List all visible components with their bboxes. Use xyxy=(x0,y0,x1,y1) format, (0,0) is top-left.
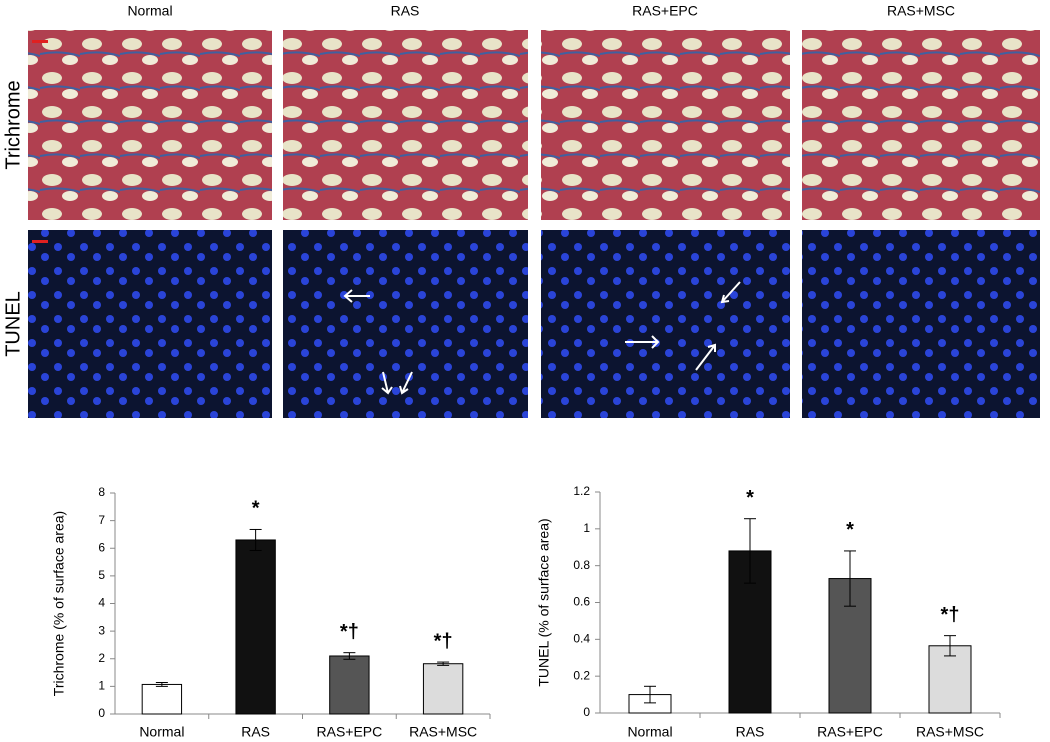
micrograph xyxy=(802,230,1040,418)
x-tick-label: RAS+MSC xyxy=(916,724,984,740)
column-label: Normal xyxy=(127,3,172,19)
scale-bar xyxy=(32,240,48,243)
bar xyxy=(235,539,276,715)
row-label: Trichrome xyxy=(2,80,24,169)
annotation: * xyxy=(746,487,754,509)
bar xyxy=(422,663,464,715)
x-tick-label: RAS+MSC xyxy=(409,724,477,740)
annotation: * xyxy=(846,519,854,541)
y-tick-label: 1 xyxy=(98,679,105,693)
bar xyxy=(928,645,972,714)
bar xyxy=(329,655,370,715)
x-tick-label: RAS+EPC xyxy=(817,724,883,740)
column-label: RAS+EPC xyxy=(632,3,698,19)
scale-bar xyxy=(32,40,48,43)
x-tick-label: RAS+EPC xyxy=(317,724,383,740)
annotation: *† xyxy=(941,604,960,626)
micrograph xyxy=(28,230,272,418)
y-tick-label: 0 xyxy=(583,705,590,719)
y-tick-label: 6 xyxy=(98,540,105,554)
y-tick-label: 2 xyxy=(98,651,105,665)
column-label: RAS+MSC xyxy=(887,3,955,19)
y-tick-label: 1.2 xyxy=(573,484,590,498)
y-axis-label: TUNEL (% of surface area) xyxy=(536,518,552,686)
y-tick-label: 0 xyxy=(98,706,105,720)
column-label: RAS xyxy=(391,3,420,19)
annotation: * xyxy=(252,498,260,520)
arrows xyxy=(343,281,741,395)
annotation: *† xyxy=(434,630,453,652)
x-tick-label: RAS xyxy=(736,724,765,740)
y-tick-label: 0.2 xyxy=(573,668,590,682)
annotation: *† xyxy=(340,621,359,643)
y-tick-label: 8 xyxy=(98,485,105,499)
y-tick-label: 5 xyxy=(98,568,105,582)
micrograph xyxy=(28,30,272,220)
y-axis-label: Trichrome (% of surface area) xyxy=(51,511,67,696)
x-tick-label: RAS xyxy=(241,724,270,740)
y-tick-label: 0.6 xyxy=(573,595,590,609)
micrograph xyxy=(283,30,528,220)
x-tick-label: Normal xyxy=(627,724,672,740)
y-tick-label: 3 xyxy=(98,623,105,637)
y-tick-label: 1 xyxy=(583,521,590,535)
micrograph xyxy=(541,30,790,220)
y-tick-label: 0.4 xyxy=(573,632,590,646)
micrograph xyxy=(802,30,1040,220)
x-tick-label: Normal xyxy=(139,724,184,740)
y-tick-label: 4 xyxy=(98,596,105,610)
y-tick-label: 7 xyxy=(98,513,105,527)
bar xyxy=(141,683,183,715)
y-tick-label: 0.8 xyxy=(573,558,590,572)
micrographs: Trichrome TUNEL xyxy=(2,30,1040,418)
row-label: TUNEL xyxy=(2,291,24,357)
micrograph xyxy=(541,230,790,418)
